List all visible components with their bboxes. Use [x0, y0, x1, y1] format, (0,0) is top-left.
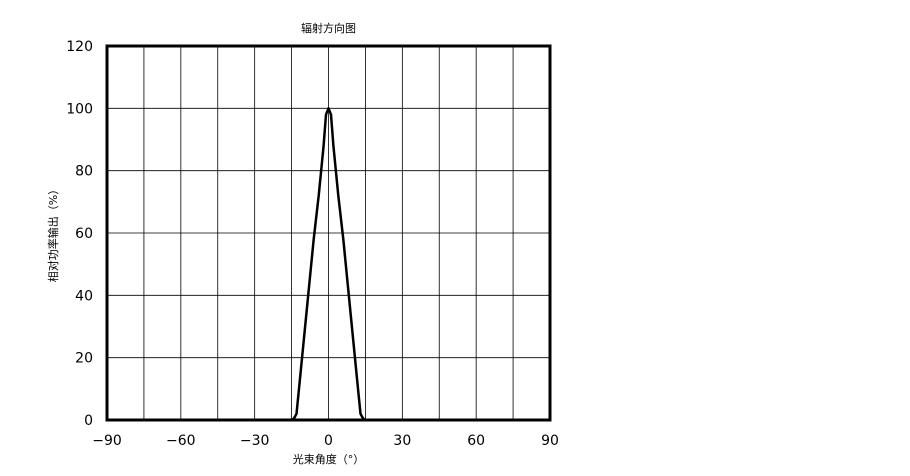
plot-frame [105, 44, 552, 422]
y-tick-label: 20 [75, 351, 93, 367]
x-tick-label: −60 [166, 433, 196, 449]
data-line-group [107, 107, 550, 422]
y-tick-label: 120 [66, 39, 93, 55]
x-tick-label: −30 [240, 433, 270, 449]
y-tick-label: 80 [75, 164, 93, 180]
y-tick-label: 0 [84, 413, 93, 429]
y-tick-label: 100 [66, 101, 93, 117]
x-tick-label: 30 [393, 433, 411, 449]
y-axis-title: 相对功率输出（%） [46, 184, 60, 282]
grid [107, 46, 550, 420]
x-tick-label: 60 [467, 433, 485, 449]
y-tick-label: 40 [75, 288, 93, 304]
x-axis-title: 光束角度（°） [293, 452, 365, 466]
x-tick-label: 90 [541, 433, 559, 449]
y-tick-labels: 0 20 40 60 80 100 120 [66, 39, 93, 429]
y-tick-label: 60 [75, 226, 93, 242]
x-tick-labels: −90 −60 −30 0 30 60 90 [92, 433, 559, 449]
x-tick-label: 0 [324, 433, 333, 449]
chart-title: 辐射方向图 [301, 21, 356, 35]
x-tick-label: −90 [92, 433, 122, 449]
data-line [107, 107, 550, 422]
